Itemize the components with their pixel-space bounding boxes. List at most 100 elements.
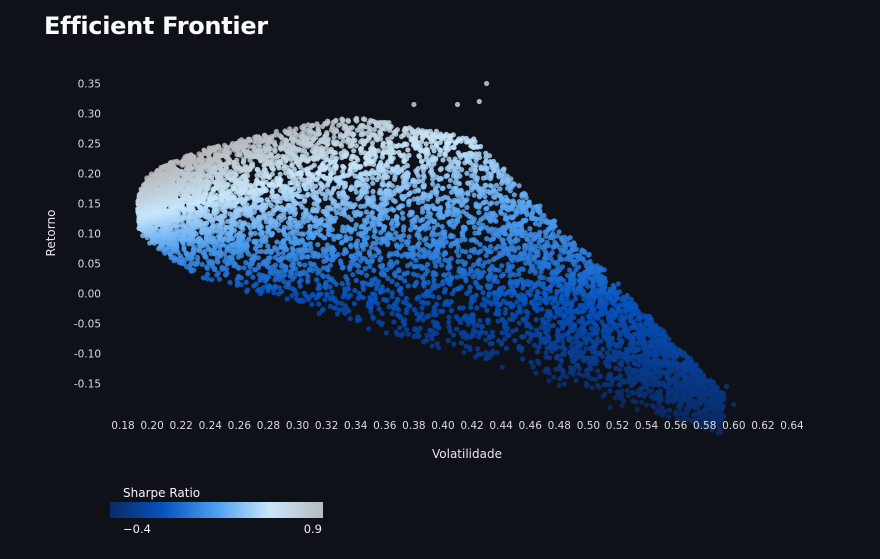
data-point: [408, 227, 414, 233]
data-point: [430, 176, 436, 182]
data-point: [686, 416, 692, 422]
data-point: [564, 374, 570, 380]
data-point: [676, 347, 682, 353]
data-point: [258, 248, 264, 254]
data-point: [301, 290, 307, 296]
data-point: [502, 336, 508, 342]
data-point: [498, 208, 504, 215]
data-point: [350, 272, 356, 278]
data-point: [673, 409, 679, 415]
data-point: [554, 233, 560, 239]
data-point: [345, 214, 351, 220]
data-point: [464, 204, 470, 210]
data-point: [474, 267, 480, 274]
data-point: [181, 222, 187, 228]
data-point: [510, 198, 516, 204]
data-point: [379, 236, 385, 242]
data-point: [439, 262, 445, 268]
data-point: [580, 302, 586, 308]
data-point: [363, 209, 370, 215]
data-point: [594, 336, 600, 342]
data-point: [372, 227, 378, 233]
data-point: [266, 283, 272, 289]
data-point: [434, 301, 440, 307]
data-point: [272, 245, 278, 251]
data-point: [281, 278, 287, 285]
data-point: [327, 262, 333, 268]
data-point: [454, 248, 460, 255]
data-point: [379, 201, 385, 207]
data-point: [325, 188, 331, 194]
data-point: [494, 350, 500, 356]
data-point: [514, 278, 520, 284]
data-point: [427, 288, 434, 294]
data-point: [563, 281, 569, 287]
data-point: [532, 342, 538, 348]
data-point: [521, 334, 527, 340]
data-point: [567, 235, 573, 241]
data-point: [625, 393, 631, 399]
data-point: [435, 183, 441, 189]
data-point: [379, 284, 385, 290]
data-point: [480, 289, 486, 296]
data-point: [537, 331, 543, 337]
data-point: [466, 150, 472, 157]
data-point: [489, 341, 495, 347]
data-point: [594, 263, 600, 269]
data-point: [284, 296, 290, 302]
data-point: [388, 259, 394, 265]
data-point: [426, 313, 432, 319]
data-point: [315, 242, 321, 248]
data-point: [477, 318, 483, 324]
data-point: [324, 242, 330, 248]
data-point: [492, 274, 499, 280]
data-point: [589, 355, 595, 361]
data-point: [553, 366, 559, 372]
data-point: [398, 285, 404, 291]
data-point: [264, 197, 270, 203]
data-point: [554, 344, 561, 350]
data-point: [521, 190, 527, 196]
data-point: [507, 278, 514, 284]
data-point: [313, 265, 319, 272]
data-point: [320, 306, 326, 312]
data-point: [484, 225, 490, 231]
data-point: [458, 237, 464, 243]
data-point: [241, 265, 247, 271]
data-point: [438, 166, 444, 172]
data-point: [550, 269, 556, 275]
data-point: [528, 239, 534, 245]
data-point: [507, 214, 513, 220]
data-point: [298, 277, 304, 283]
data-point: [355, 269, 361, 275]
data-point: [331, 233, 337, 239]
data-point: [460, 305, 466, 311]
data-point: [527, 226, 533, 232]
data-point: [389, 206, 395, 212]
data-point: [243, 195, 249, 201]
data-point: [490, 231, 496, 237]
data-point: [324, 246, 330, 252]
data-point: [259, 229, 265, 235]
data-point: [590, 275, 596, 281]
data-point: [592, 348, 599, 355]
data-point: [595, 368, 601, 374]
data-point: [574, 332, 580, 338]
data-point: [370, 314, 376, 320]
data-point: [389, 294, 395, 300]
data-point: [281, 211, 287, 217]
data-point: [333, 175, 339, 181]
data-point: [551, 322, 557, 329]
data-point: [559, 264, 566, 270]
data-point: [419, 305, 425, 311]
data-point: [384, 207, 390, 213]
data-point: [543, 350, 549, 356]
data-point: [295, 230, 301, 236]
data-point: [292, 217, 298, 223]
data-point: [393, 242, 400, 248]
data-point: [452, 156, 458, 162]
data-point: [371, 215, 377, 221]
data-point: [475, 322, 481, 328]
data-point: [539, 306, 545, 312]
